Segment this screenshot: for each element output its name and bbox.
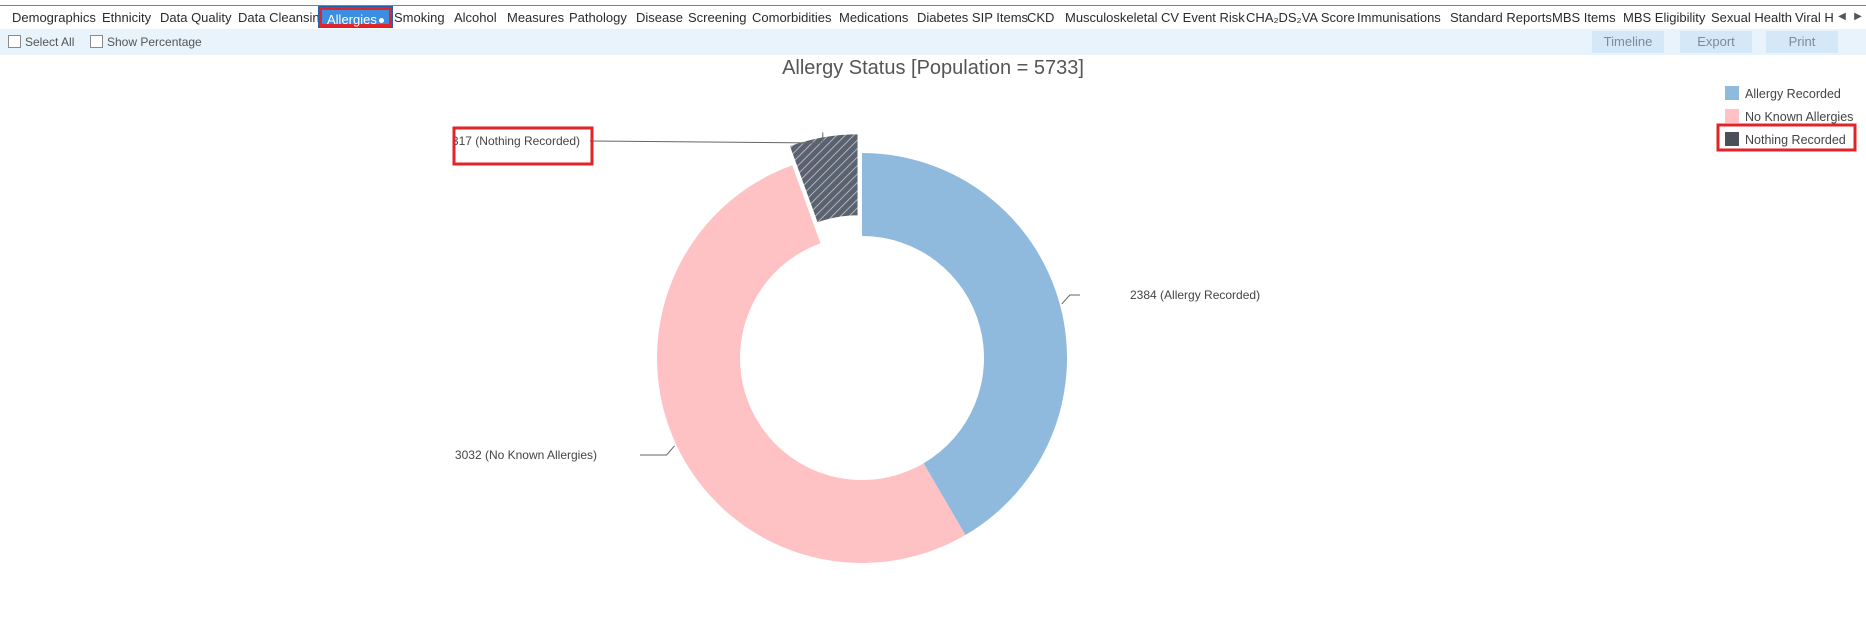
donut-slices xyxy=(657,132,1067,563)
tab-allergies[interactable]: Allergies xyxy=(318,6,393,28)
callout-line xyxy=(589,132,824,144)
tab-label: Measures xyxy=(507,10,565,25)
tab-mbs-items[interactable]: MBS Items xyxy=(1552,9,1616,26)
export-button[interactable]: Export xyxy=(1680,31,1752,53)
chart-legend: Allergy Recorded No Known Allergies Nothin… xyxy=(1716,86,1857,152)
tab-label: Comorbidities xyxy=(752,10,832,25)
tab-viral-h[interactable]: Viral H xyxy=(1795,9,1834,26)
report-tab-bar: Demographics Ethnicity Data Quality Data Cl… xyxy=(0,5,1866,30)
checkbox-icon[interactable] xyxy=(8,35,21,48)
tab-cha-ds-va-score[interactable]: CHA₂DS₂VA Score xyxy=(1246,9,1355,26)
tab-measures[interactable]: Measures xyxy=(507,9,564,26)
tab-data-cleansing[interactable]: Data Cleansing xyxy=(238,9,327,26)
tab-scroll-right-icon[interactable]: ▶ xyxy=(1854,11,1862,22)
tab-label: Data Quality xyxy=(160,10,232,25)
tab-musculoskeletal[interactable]: Musculoskeletal xyxy=(1065,9,1158,26)
data-label-no-known-allergies: 3032 (No Known Allergies) xyxy=(455,448,597,462)
tab-label: Musculoskeletal xyxy=(1065,10,1158,25)
tab-label: Immunisations xyxy=(1357,10,1441,25)
legend-label-nothing-recorded[interactable]: Nothing Recorded xyxy=(1745,133,1846,147)
select-all-label: Select All xyxy=(25,35,75,49)
tab-mbs-eligibility[interactable]: MBS Eligibility xyxy=(1623,9,1705,26)
timeline-button[interactable]: Timeline xyxy=(1592,31,1664,53)
highlight-box-nothing-recorded-legend xyxy=(1716,123,1857,152)
tab-label: Pathology xyxy=(569,10,627,25)
chart-title: Allergy Status [Population = 5733] xyxy=(782,57,1084,79)
legend-label-no-known-allergies[interactable]: No Known Allergies xyxy=(1745,110,1853,124)
tab-label: Smoking xyxy=(394,10,445,25)
highlight-box-nothing-recorded-label xyxy=(452,126,594,166)
tab-disease[interactable]: Disease xyxy=(636,9,683,26)
tab-immunisations[interactable]: Immunisations xyxy=(1357,9,1441,26)
slice-nothing-recorded[interactable] xyxy=(787,132,860,225)
tab-demographics[interactable]: Demographics xyxy=(12,9,96,26)
checkbox-icon[interactable] xyxy=(90,35,103,48)
show-percentage-checkbox[interactable]: Show Percentage xyxy=(90,35,202,50)
tab-label: MBS Eligibility xyxy=(1623,10,1706,25)
tab-smoking[interactable]: Smoking xyxy=(394,9,445,26)
tab-label: Allergies xyxy=(327,12,377,27)
tab-scroll-left-icon[interactable]: ◀ xyxy=(1838,11,1846,22)
tab-screening[interactable]: Screening xyxy=(688,9,747,26)
tab-ethnicity[interactable]: Ethnicity xyxy=(102,9,151,26)
tab-medications[interactable]: Medications xyxy=(839,9,908,26)
tab-label: CV Event Risk xyxy=(1161,10,1245,25)
legend-label-allergy-recorded[interactable]: Allergy Recorded xyxy=(1745,87,1841,101)
legend-swatch-nothing-recorded[interactable] xyxy=(1725,132,1739,146)
tab-label: Viral H xyxy=(1795,10,1834,25)
tab-data-quality[interactable]: Data Quality xyxy=(160,9,232,26)
tab-label: MBS Items xyxy=(1552,10,1616,25)
tab-sexual-health[interactable]: Sexual Health xyxy=(1711,9,1792,26)
tab-diabetes-sip-items[interactable]: Diabetes SIP Items xyxy=(917,9,1028,26)
select-all-checkbox[interactable]: Select All xyxy=(8,35,74,50)
print-button[interactable]: Print xyxy=(1766,31,1838,53)
callout-line xyxy=(1061,294,1080,305)
slice-allergy-recorded[interactable] xyxy=(862,153,1067,535)
tab-comorbidities[interactable]: Comorbidities xyxy=(752,9,831,26)
tab-label: Standard Reports xyxy=(1450,10,1552,25)
tab-label: Demographics xyxy=(12,10,96,25)
tab-alcohol[interactable]: Alcohol xyxy=(454,9,497,26)
show-percentage-label: Show Percentage xyxy=(107,35,202,49)
tab-label: CHA₂DS₂VA Score xyxy=(1246,10,1355,25)
slice-callouts: 2384 (Allergy Recorded) 3032 (No Known Al… xyxy=(452,126,1260,462)
allergy-status-chart: Allergy Status [Population = 5733] 2384 … xyxy=(452,57,1857,563)
tab-label: Screening xyxy=(688,10,747,25)
tab-label: CKD xyxy=(1027,10,1055,25)
slice-no-known-allergies[interactable] xyxy=(657,165,966,563)
tab-label: Data Cleansing xyxy=(238,10,327,25)
tab-list: Demographics Ethnicity Data Quality Data Cl… xyxy=(0,6,1836,29)
unsaved-dot-icon xyxy=(378,18,384,24)
chart-toolbar: Select All Show Percentage Timeline Expo… xyxy=(0,29,1866,55)
tab-label: Sexual Health xyxy=(1711,10,1792,25)
data-label-allergy-recorded: 2384 (Allergy Recorded) xyxy=(1130,288,1260,302)
tab-label: Disease xyxy=(636,10,683,25)
tab-label: Ethnicity xyxy=(102,10,152,25)
tab-ckd[interactable]: CKD xyxy=(1027,9,1054,26)
tab-pathology[interactable]: Pathology xyxy=(569,9,627,26)
tab-standard-reports[interactable]: Standard Reports xyxy=(1450,9,1552,26)
tab-label: Medications xyxy=(839,10,909,25)
callout-line xyxy=(640,445,675,456)
tab-label: Diabetes SIP Items xyxy=(917,10,1029,25)
tab-cv-event-risk[interactable]: CV Event Risk xyxy=(1161,9,1245,26)
legend-swatch-allergy-recorded[interactable] xyxy=(1725,86,1739,100)
legend-swatch-no-known-allergies[interactable] xyxy=(1725,109,1739,123)
data-label-nothing-recorded: 317 (Nothing Recorded) xyxy=(452,134,580,148)
tab-label: Alcohol xyxy=(454,10,497,25)
